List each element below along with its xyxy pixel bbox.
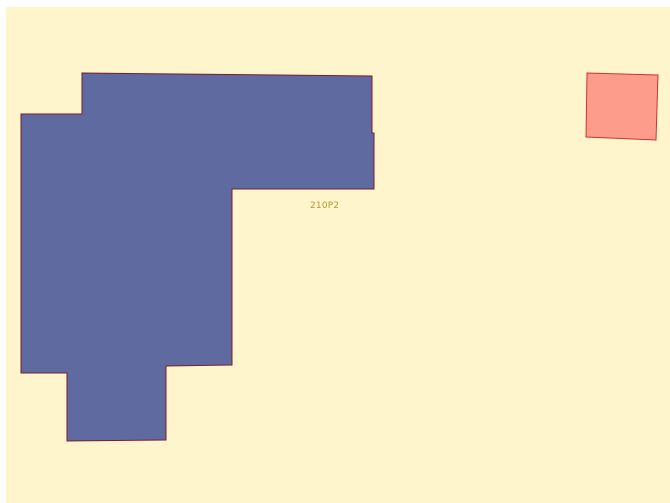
parcel-label: 210P2 bbox=[310, 201, 339, 211]
building-footprint-small[interactable] bbox=[585, 72, 659, 141]
building-footprint-large[interactable] bbox=[20, 72, 375, 442]
